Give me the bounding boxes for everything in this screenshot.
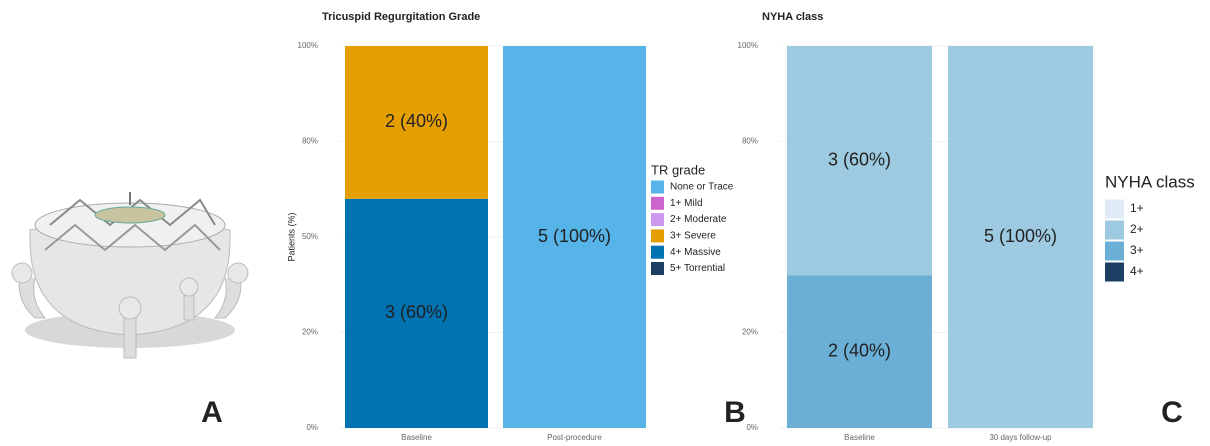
chart-title: NYHA class [762, 11, 823, 23]
bar-segment [503, 46, 646, 428]
legend-label: 1+ Mild [670, 198, 703, 209]
legend-title: NYHA class [1105, 172, 1195, 191]
legend-swatch [1105, 220, 1124, 240]
y-tick-label: 100% [298, 41, 318, 50]
value-label: 2 (40%) [828, 340, 891, 360]
legend-label: 1+ [1130, 201, 1144, 215]
value-label: 5 (100%) [984, 226, 1057, 246]
bar-segment [345, 198, 488, 428]
bar-segment [787, 46, 932, 276]
legend-swatch [651, 180, 664, 194]
legend-label: 5+ Torrential [670, 263, 725, 274]
y-tick-label: 0% [306, 423, 318, 432]
value-label: 2 (40%) [385, 111, 448, 131]
bar-segment [948, 46, 1093, 428]
legend-swatch [651, 245, 664, 259]
y-tick-label: 100% [738, 41, 758, 50]
legend-label: 3+ Severe [670, 231, 716, 242]
value-label: 5 (100%) [538, 226, 611, 246]
y-axis-label: Patients (%) [286, 212, 296, 261]
y-tick-label: 20% [302, 328, 318, 337]
legend-label: 2+ [1130, 222, 1144, 236]
valve-device-illustration [11, 192, 249, 359]
x-tick-label: Post-procedure [547, 433, 602, 442]
legend-swatch [1105, 262, 1124, 282]
legend-label: 3+ [1130, 243, 1144, 257]
legend-label: 2+ Moderate [670, 214, 727, 225]
value-label: 3 (60%) [828, 149, 891, 169]
panel-label: B [724, 396, 746, 429]
legend-swatch [1105, 199, 1124, 219]
panel-label: C [1161, 396, 1183, 429]
bar-segment [787, 275, 932, 428]
panel-label: A [201, 396, 223, 429]
x-tick-label: Baseline [844, 433, 875, 442]
y-tick-label: 50% [302, 232, 318, 241]
y-tick-label: 0% [746, 423, 758, 432]
legend-swatch [651, 213, 664, 227]
y-tick-label: 80% [302, 137, 318, 146]
legend-label: 4+ [1130, 264, 1144, 278]
legend-label: 4+ Massive [670, 247, 721, 258]
x-tick-label: 30 days follow-up [989, 433, 1052, 442]
chart-title: Tricuspid Regurgitation Grade [322, 11, 480, 23]
legend-swatch [651, 229, 664, 243]
value-label: 3 (60%) [385, 302, 448, 322]
legend-swatch [651, 196, 664, 210]
legend-label: None or Trace [670, 182, 734, 193]
bar-segment [345, 46, 488, 199]
legend-title: TR grade [651, 162, 705, 177]
y-tick-label: 20% [742, 328, 758, 337]
x-tick-label: Baseline [401, 433, 432, 442]
legend-swatch [1105, 241, 1124, 261]
legend-swatch [651, 262, 664, 275]
y-tick-label: 80% [742, 137, 758, 146]
